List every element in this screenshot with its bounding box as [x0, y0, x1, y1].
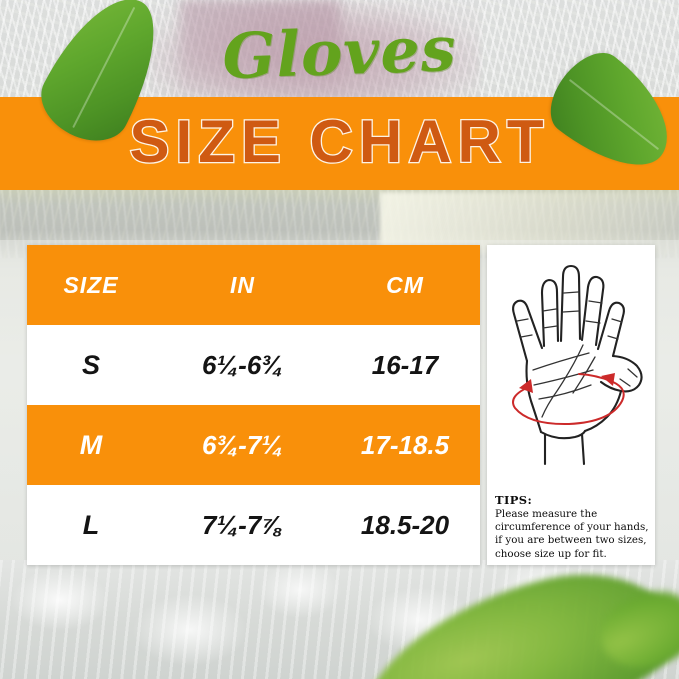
column-header-cm: CM: [386, 271, 424, 298]
page-title-banner: SIZE CHART: [128, 107, 550, 177]
cell-cm: 17-18.5: [360, 429, 450, 460]
cell-size: S: [81, 349, 100, 380]
background-mauve-wash-inner: [180, 0, 340, 96]
table-row: M 6¾-7¼ 17-18.5: [27, 405, 480, 485]
column-header-in: IN: [230, 271, 255, 298]
column-header-size: SIZE: [63, 271, 119, 298]
table-row: S 6¼-6¾ 16-17: [27, 325, 480, 405]
size-table: SIZE IN CM S 6¼-6¾ 16-17 M 6¾-7¼ 17-18.5…: [27, 245, 480, 565]
hand-measure-diagram: [487, 249, 655, 494]
table-row: L 7¼-7⅞ 18.5-20: [27, 485, 480, 565]
cell-in: 6¾-7¼: [202, 429, 283, 460]
tips-title: TIPS:: [495, 493, 533, 507]
cell-size: L: [82, 509, 100, 540]
cell-in: 6¼-6¾: [202, 349, 283, 380]
table-header-row: SIZE IN CM: [27, 245, 480, 325]
cell-in: 7¼-7⅞: [202, 509, 283, 540]
tips-body: Please measure the circumference of your…: [495, 508, 649, 560]
cell-size: M: [79, 429, 103, 460]
tips-block: TIPS: Please measure the circumference o…: [495, 493, 649, 561]
hand-measure-panel: TIPS: Please measure the circumference o…: [487, 245, 655, 565]
cell-cm: 18.5-20: [360, 509, 450, 540]
cell-cm: 16-17: [371, 349, 439, 380]
